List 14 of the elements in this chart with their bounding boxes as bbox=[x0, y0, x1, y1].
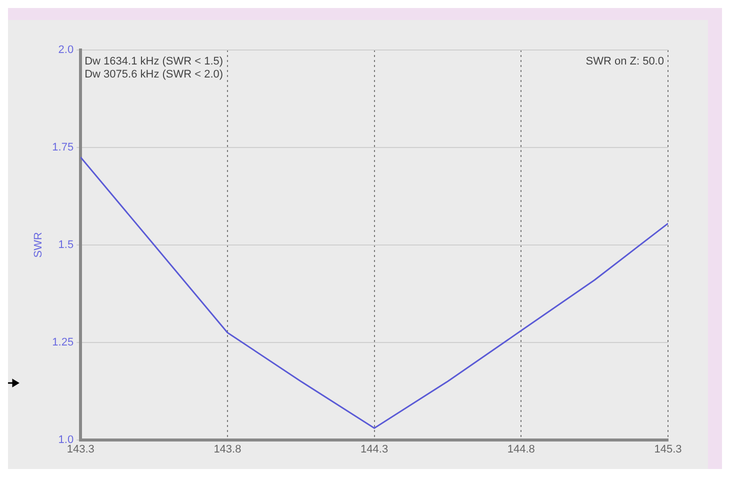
y-tick-label: 1.5 bbox=[58, 238, 74, 251]
annotation: Dw 1634.1 kHz (SWR < 1.5) bbox=[84, 56, 224, 68]
annotation: Dw 3075.6 kHz (SWR < 2.0) bbox=[84, 68, 224, 81]
y-tick-label: 2.0 bbox=[58, 44, 74, 56]
x-tick-label: 144.8 bbox=[507, 443, 535, 456]
x-tick-label: 143.3 bbox=[66, 443, 94, 456]
annotation: SWR on Z: 50.0 bbox=[586, 56, 664, 68]
x-tick-label: 144.3 bbox=[360, 443, 388, 456]
y-tick-label: 1.75 bbox=[52, 141, 74, 154]
x-tick-label: 143.8 bbox=[214, 443, 242, 456]
y-tick-label: 1.25 bbox=[52, 336, 74, 348]
x-tick-label: 145.3 bbox=[654, 443, 682, 456]
y-axis-title: SWR bbox=[32, 232, 45, 258]
y-tick-label: 1.0 bbox=[58, 434, 74, 446]
